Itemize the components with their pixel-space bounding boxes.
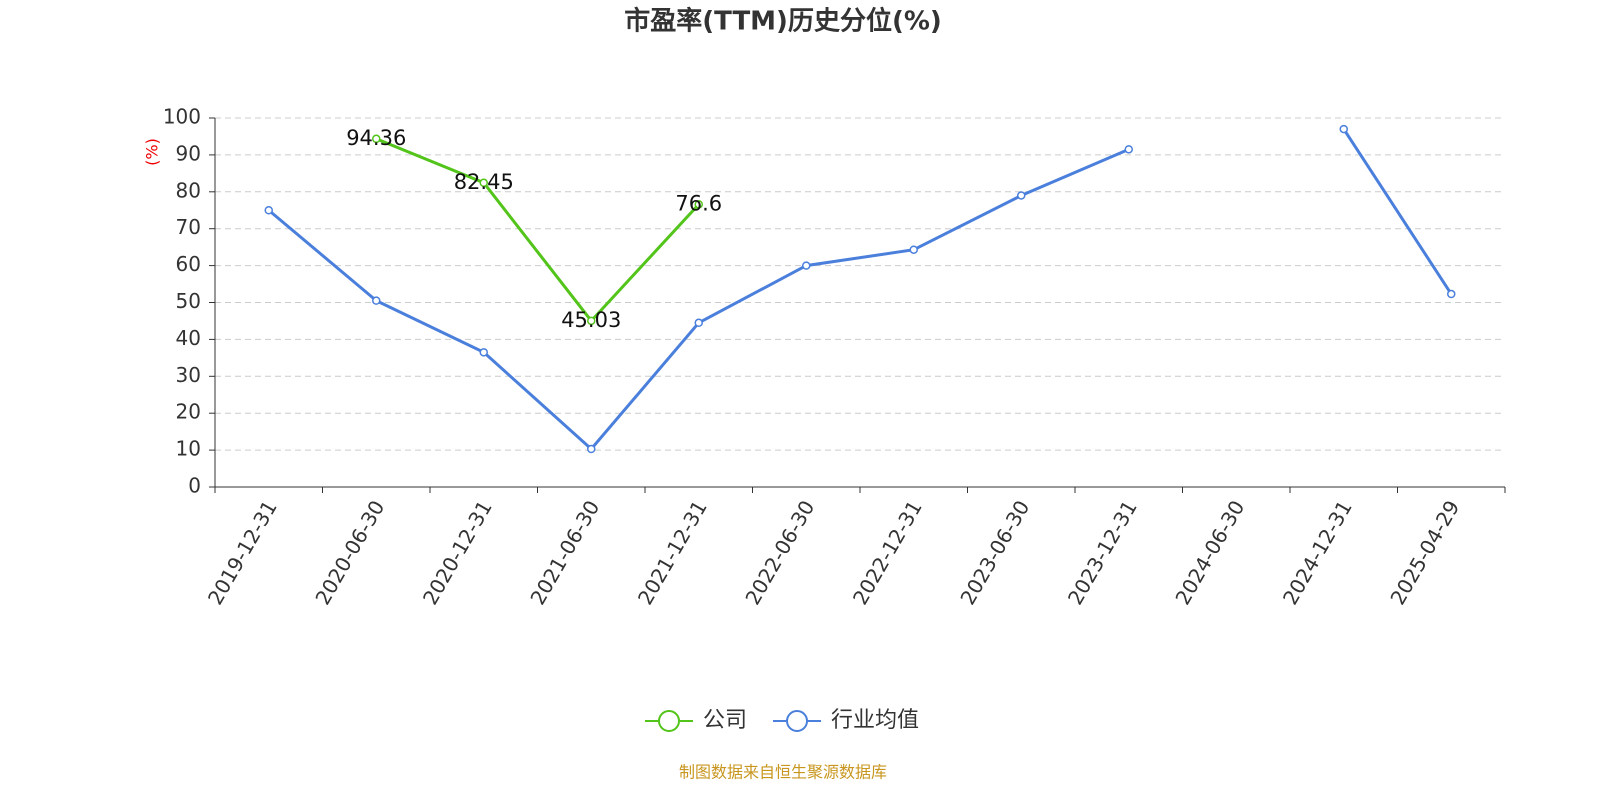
data-point [1339, 124, 1348, 134]
y-tick-label: 0 [188, 474, 201, 498]
y-tick-label: 80 [176, 178, 201, 202]
x-tick-label: 2019-12-31 [203, 496, 282, 609]
data-point [264, 206, 273, 215]
x-tick-label: 2020-12-31 [418, 496, 497, 609]
y-tick-label: 70 [176, 215, 201, 239]
data-label: 76.6 [675, 191, 722, 215]
x-tick-label: 2021-06-30 [525, 496, 604, 609]
data-point [694, 318, 703, 328]
series-line [375, 137, 700, 324]
legend-label: 行业均值 [831, 708, 919, 733]
x-tick-label: 2021-12-31 [633, 496, 712, 609]
data-point [802, 261, 811, 270]
data-point [587, 316, 596, 326]
data-point [479, 178, 488, 188]
data-point [1447, 289, 1456, 299]
y-tick-label: 30 [176, 363, 201, 387]
x-tick-label: 2023-06-30 [955, 496, 1034, 609]
y-tick-label: 10 [176, 437, 201, 461]
legend-marker [658, 710, 680, 732]
x-tick-label: 2022-06-30 [740, 496, 819, 609]
x-tick-label: 2022-12-31 [848, 496, 927, 609]
data-point [694, 200, 703, 209]
y-tick-label: 60 [176, 252, 201, 276]
y-tick-label: 20 [176, 400, 201, 424]
series-line [1342, 128, 1453, 295]
x-tick-label: 2025-04-29 [1385, 496, 1464, 609]
y-tick-label: 100 [163, 105, 201, 129]
data-point [909, 245, 918, 254]
data-label: 94.36 [346, 126, 406, 150]
data-point [1017, 191, 1026, 200]
x-tick-label: 2020-06-30 [310, 496, 389, 609]
chart-title: 市盈率(TTM)历史分位(%) [624, 6, 942, 37]
y-tick-label: 90 [176, 141, 201, 165]
data-point [372, 134, 381, 144]
x-tick-label: 2023-12-31 [1063, 496, 1142, 609]
y-tick-label: 50 [176, 289, 201, 313]
data-label: 45.03 [561, 308, 621, 332]
legend-label: 公司 [703, 708, 747, 733]
y-tick-label: 40 [176, 326, 201, 350]
y-axis-label: (%) [143, 138, 162, 166]
x-tick-label: 2024-06-30 [1170, 496, 1249, 609]
data-point [587, 444, 596, 454]
data-point [479, 348, 488, 357]
data-point [372, 296, 381, 305]
data-label: 82.45 [454, 170, 514, 194]
x-tick-label: 2024-12-31 [1278, 496, 1357, 609]
legend-marker [786, 710, 809, 732]
source-note: 制图数据来自恒生聚源数据库 [679, 763, 887, 782]
data-point [1124, 145, 1133, 154]
